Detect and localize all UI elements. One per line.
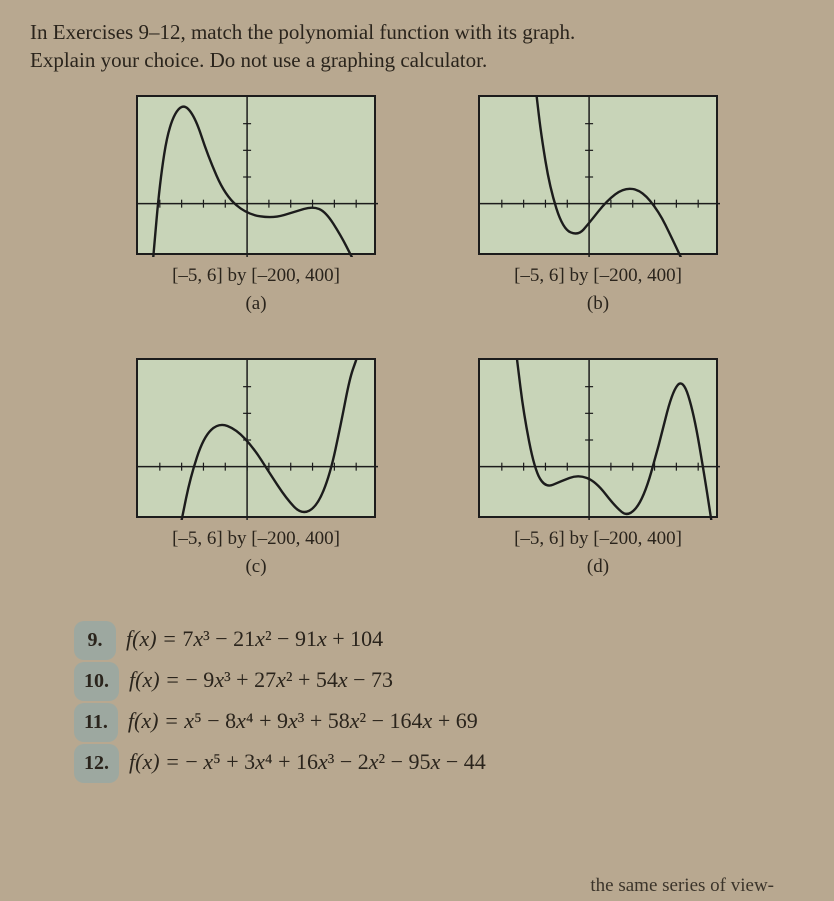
graph-cell-b: [–5, 6] by [–200, 400] (b) xyxy=(452,95,744,318)
graph-b xyxy=(478,95,718,255)
graph-a-window: [–5, 6] by [–200, 400] xyxy=(110,263,402,290)
problem-12-lhs: f(x) = xyxy=(129,749,185,774)
instructions-block: In Exercises 9–12, match the polynomial … xyxy=(30,18,804,75)
graph-c-label: (c) xyxy=(110,554,402,581)
problem-11: 11. f(x) = x⁵ − 8x⁴ + 9x³ + 58x² − 164x … xyxy=(74,701,804,742)
graph-cell-d: [–5, 6] by [–200, 400] (d) xyxy=(452,358,744,581)
problem-list: 9. f(x) = 7x³ − 21x² − 91x + 104 10. f(x… xyxy=(30,619,804,783)
graph-d-label: (d) xyxy=(452,554,744,581)
problem-11-number: 11. xyxy=(74,703,118,742)
graph-grid: [–5, 6] by [–200, 400] (a) [–5, 6] by [–… xyxy=(30,95,804,581)
problem-12: 12. f(x) = − x⁵ + 3x⁴ + 16x³ − 2x² − 95x… xyxy=(74,742,804,783)
problem-9: 9. f(x) = 7x³ − 21x² − 91x + 104 xyxy=(74,619,804,660)
problem-12-formula: f(x) = − x⁵ + 3x⁴ + 16x³ − 2x² − 95x − 4… xyxy=(129,742,486,783)
graph-d-caption: [–5, 6] by [–200, 400] (d) xyxy=(452,526,744,581)
instructions-line-2: Explain your choice. Do not use a graphi… xyxy=(30,46,804,74)
graph-b-caption: [–5, 6] by [–200, 400] (b) xyxy=(452,263,744,318)
problem-10-formula: f(x) = − 9x³ + 27x² + 54x − 73 xyxy=(129,660,393,701)
graph-d xyxy=(478,358,718,518)
instructions-line-1: In Exercises 9–12, match the polynomial … xyxy=(30,18,804,46)
graph-c xyxy=(136,358,376,518)
graph-c-caption: [–5, 6] by [–200, 400] (c) xyxy=(110,526,402,581)
problem-9-rhs: 7x³ − 21x² − 91x + 104 xyxy=(182,626,383,651)
graph-b-label: (b) xyxy=(452,291,744,318)
graph-a-label: (a) xyxy=(110,291,402,318)
problem-11-formula: f(x) = x⁵ − 8x⁴ + 9x³ + 58x² − 164x + 69 xyxy=(128,701,478,742)
problem-10-lhs: f(x) = xyxy=(129,667,185,692)
graph-c-window: [–5, 6] by [–200, 400] xyxy=(110,526,402,553)
graph-a xyxy=(136,95,376,255)
problem-9-number: 9. xyxy=(74,621,116,660)
problem-12-number: 12. xyxy=(74,744,119,783)
graph-d-window: [–5, 6] by [–200, 400] xyxy=(452,526,744,553)
problem-11-rhs: x⁵ − 8x⁴ + 9x³ + 58x² − 164x + 69 xyxy=(184,708,477,733)
problem-11-lhs: f(x) = xyxy=(128,708,184,733)
problem-10-number: 10. xyxy=(74,662,119,701)
problem-9-lhs: f(x) = xyxy=(126,626,182,651)
problem-12-rhs: − x⁵ + 3x⁴ + 16x³ − 2x² − 95x − 44 xyxy=(185,749,485,774)
graph-b-window: [–5, 6] by [–200, 400] xyxy=(452,263,744,290)
graph-cell-a: [–5, 6] by [–200, 400] (a) xyxy=(110,95,402,318)
graph-cell-c: [–5, 6] by [–200, 400] (c) xyxy=(110,358,402,581)
cutoff-text: the same series of view- xyxy=(590,875,774,897)
problem-10-rhs: − 9x³ + 27x² + 54x − 73 xyxy=(185,667,393,692)
page: In Exercises 9–12, match the polynomial … xyxy=(0,0,834,783)
problem-10: 10. f(x) = − 9x³ + 27x² + 54x − 73 xyxy=(74,660,804,701)
graph-a-caption: [–5, 6] by [–200, 400] (a) xyxy=(110,263,402,318)
problem-9-formula: f(x) = 7x³ − 21x² − 91x + 104 xyxy=(126,619,383,660)
